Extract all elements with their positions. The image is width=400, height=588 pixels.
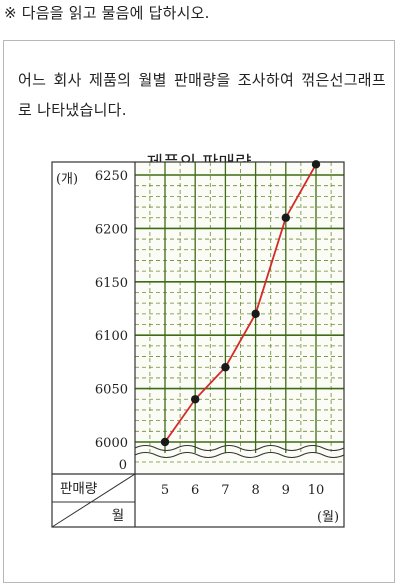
- x-tick-label: 7: [221, 483, 229, 498]
- y-tick-label: 6250: [95, 169, 128, 184]
- chart-frame: [51, 161, 345, 528]
- plot-area: [135, 162, 344, 474]
- y-tick-label: 6000: [95, 436, 128, 451]
- data-point: [160, 437, 170, 447]
- series-line: [160, 160, 321, 447]
- x-tick-label: 6: [191, 483, 199, 498]
- header-diagonal: [51, 473, 136, 528]
- x-tick-label: 10: [308, 483, 325, 498]
- y-unit-label: (개): [56, 172, 78, 187]
- row-label-sales: 판매량: [60, 481, 97, 497]
- x-tick-label: 5: [161, 483, 169, 498]
- sales-line: [164, 163, 317, 443]
- y-tick-label: 6200: [95, 222, 128, 237]
- instruction-text: ※ 다음을 읽고 물음에 답하시오.: [4, 4, 210, 22]
- data-point: [311, 160, 321, 169]
- y-zero-label: 0: [119, 458, 127, 473]
- x-tick-label: 8: [251, 483, 259, 498]
- axis-break-upper: [134, 445, 345, 451]
- y-tick-label: 6100: [95, 329, 128, 344]
- tick-labels: 6000 6050 6100 6150 6200 6250 5 6 7 8 9 10: [95, 169, 324, 498]
- axis-break-lower: [134, 452, 345, 458]
- question-text: 어느 회사 제품의 월별 판매량을 조사하여 꺾은선그래프로 나타냈습니다.: [18, 71, 386, 119]
- y-tick-label: 6150: [95, 276, 128, 291]
- x-tick-label: 9: [282, 483, 290, 498]
- data-point: [251, 309, 260, 319]
- data-point: [221, 363, 230, 372]
- data-point: [191, 395, 200, 404]
- plot-background: [135, 162, 344, 474]
- x-unit-label: (월): [317, 510, 339, 525]
- data-point: [281, 213, 290, 222]
- grid: [134, 162, 345, 463]
- row-label-month: 월: [112, 508, 124, 524]
- frame-border: [51, 161, 345, 528]
- y-tick-label: 6050: [95, 383, 128, 398]
